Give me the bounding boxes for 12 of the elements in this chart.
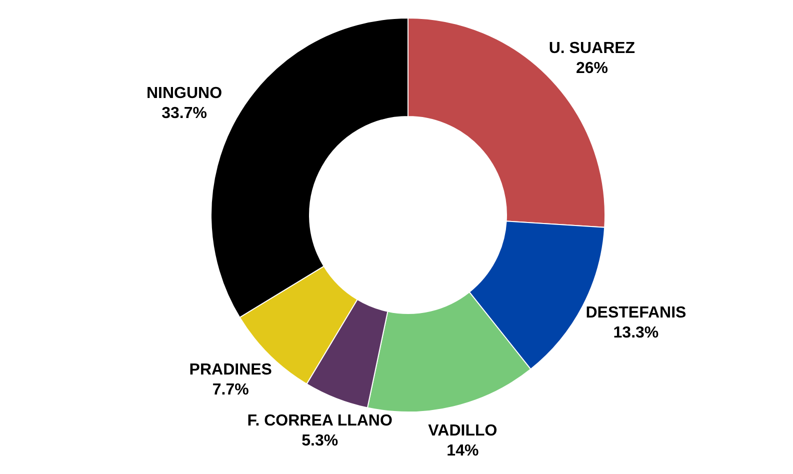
- slice-label: U. SUAREZ: [548, 40, 636, 58]
- data-label: 5.3%: [302, 432, 338, 450]
- slice-label: PRADINES: [189, 361, 272, 378]
- data-label: 13.3%: [613, 324, 659, 342]
- data-label: 14%: [446, 442, 479, 460]
- slice-label: NINGUNO: [146, 85, 222, 102]
- slice-label: VADILLO: [428, 422, 498, 440]
- slice-label: F. CORREA LLANO: [247, 412, 392, 430]
- slice-label: DESTEFANIS: [586, 304, 687, 322]
- data-label: 33.7%: [162, 105, 207, 122]
- data-label: 7.7%: [212, 381, 249, 398]
- data-label: 26%: [576, 60, 608, 78]
